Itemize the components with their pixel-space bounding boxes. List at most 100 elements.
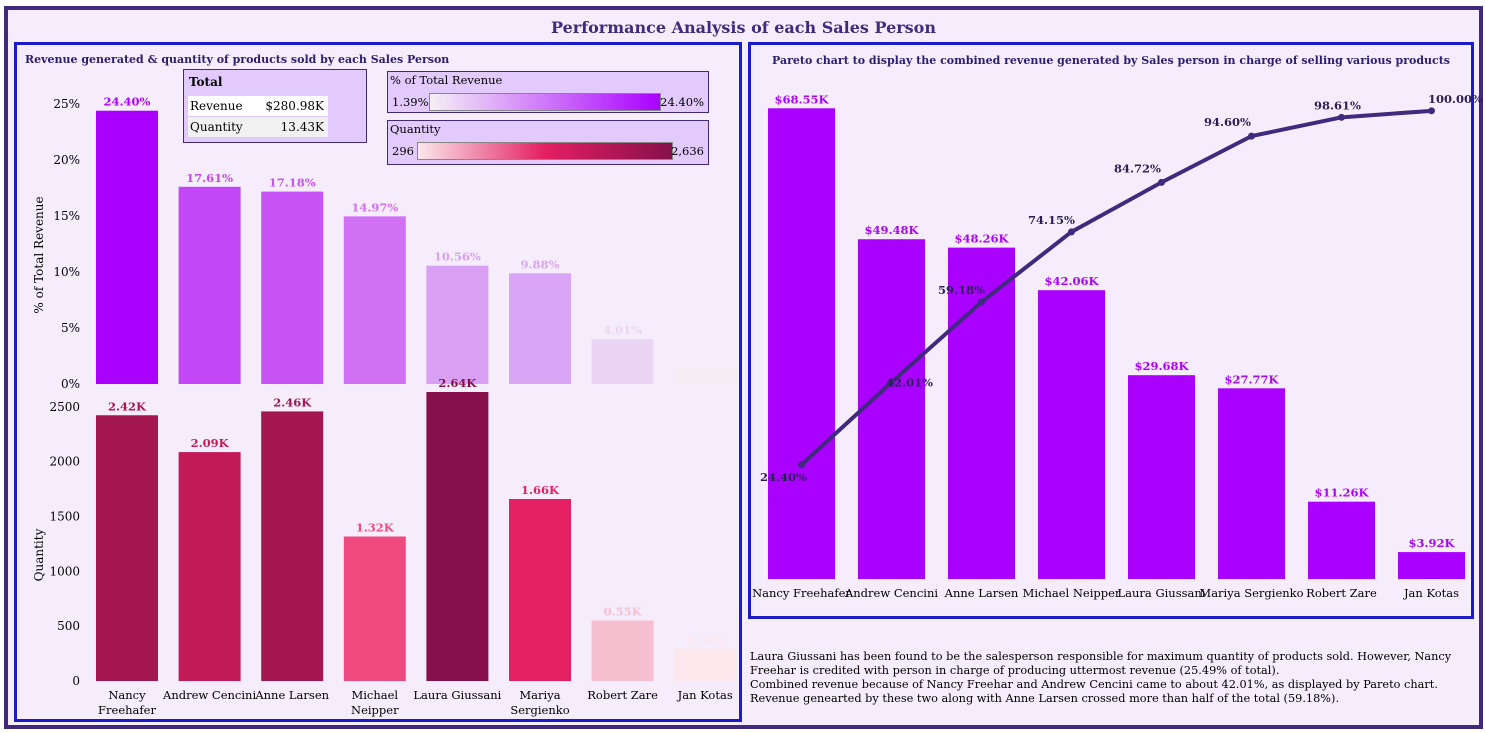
quantity-color-legend: Quantity 296 2,636 bbox=[387, 120, 709, 165]
pareto-bar-jan-kotas bbox=[1398, 552, 1465, 579]
right-panel: Pareto chart to display the combined rev… bbox=[748, 42, 1483, 619]
left-panel-title: Revenue generated & quantity of products… bbox=[25, 53, 450, 66]
revenue-data-label: 14.97% bbox=[351, 200, 398, 214]
pareto-chart: $68.55K Nancy Freehafer $49.48K Andrew Cenc… bbox=[752, 92, 1483, 600]
revenue-legend-label: % of Total Revenue bbox=[390, 73, 503, 87]
category-label: Sergienko bbox=[510, 703, 569, 717]
pareto-bar-michael-neipper bbox=[1038, 290, 1105, 579]
revenue-ytick-label: 20% bbox=[53, 153, 80, 167]
pareto-category-label: Andrew Cencini bbox=[844, 586, 938, 600]
quantity-legend-gradient bbox=[417, 142, 673, 160]
cumulative-point bbox=[1338, 113, 1345, 121]
revenue-data-label: 17.61% bbox=[186, 171, 233, 185]
pareto-data-label: $29.68K bbox=[1134, 359, 1189, 373]
cumulative-percentage-label: 74.15% bbox=[1028, 213, 1075, 227]
revenue-data-label: 24.40% bbox=[104, 95, 151, 109]
category-label: Laura Giussani bbox=[413, 688, 501, 702]
revenue-data-label: 10.56% bbox=[434, 250, 481, 264]
pareto-title: Pareto chart to display the combined rev… bbox=[771, 54, 1451, 67]
dashboard-frame: Performance Analysis of each Sales Perso… bbox=[4, 6, 1483, 729]
revenue-ytick-label: 15% bbox=[53, 209, 80, 223]
totals-quantity-row: Quantity 13.43K bbox=[188, 117, 328, 137]
revenue-bar-michael-neipper bbox=[343, 216, 406, 384]
revenue-data-label: 9.88% bbox=[521, 257, 560, 271]
quantity-ytick-label: 2500 bbox=[49, 400, 80, 414]
commentary-paragraph-1: Laura Giussani has been found to be the … bbox=[750, 650, 1452, 677]
cumulative-point bbox=[1248, 132, 1255, 140]
totals-revenue-row: Revenue $280.98K bbox=[188, 96, 328, 116]
revenue-ytick-label: 0% bbox=[61, 377, 80, 391]
cumulative-point bbox=[888, 378, 895, 386]
revenue-bar-laura-giussani bbox=[426, 265, 489, 384]
quantity-data-label: 2.46K bbox=[273, 395, 312, 409]
cumulative-percentage-label: 100.00% bbox=[1428, 92, 1483, 106]
pareto-data-label: $49.48K bbox=[864, 223, 919, 237]
pareto-data-label: $48.26K bbox=[954, 232, 1009, 246]
pareto-category-label: Jan Kotas bbox=[1403, 586, 1459, 600]
quantity-y-axis-label: Quantity bbox=[32, 528, 46, 581]
category-label: Michael bbox=[351, 688, 398, 702]
quantity-bar-anne-larsen bbox=[261, 411, 324, 681]
revenue-bar-jan-kotas bbox=[674, 368, 737, 384]
cumulative-point bbox=[1068, 228, 1075, 236]
totals-card: Total Revenue $280.98K Quantity 13.43K bbox=[183, 69, 367, 143]
revenue-legend-gradient bbox=[429, 93, 661, 111]
quantity-ytick-label: 0 bbox=[72, 674, 80, 688]
quantity-data-label: 2.64K bbox=[438, 376, 477, 390]
quantity-ytick-label: 1500 bbox=[49, 510, 80, 524]
category-label: Nancy bbox=[108, 688, 146, 702]
quantity-bar-laura-giussani bbox=[426, 392, 489, 681]
quantity-ytick-label: 500 bbox=[57, 619, 80, 633]
revenue-bar-robert-zare bbox=[591, 339, 654, 384]
pareto-bar-mariya-sergienko bbox=[1218, 388, 1285, 579]
cumulative-percentage-label: 24.40% bbox=[760, 470, 807, 484]
quantity-data-label: 2.09K bbox=[191, 436, 230, 450]
cumulative-point bbox=[978, 298, 985, 306]
quantity-legend-min: 296 bbox=[392, 144, 414, 158]
pareto-bar-andrew-cencini bbox=[858, 239, 925, 579]
revenue-ytick-label: 10% bbox=[53, 265, 80, 279]
revenue-color-legend: % of Total Revenue 1.39% 24.40% bbox=[387, 71, 709, 113]
pareto-category-label: Robert Zare bbox=[1306, 586, 1377, 600]
totals-title: Total bbox=[189, 75, 223, 89]
cumulative-percentage-label: 59.18% bbox=[938, 283, 985, 297]
category-label: Freehafer bbox=[98, 703, 156, 717]
revenue-data-label: 17.18% bbox=[269, 176, 316, 190]
cumulative-point bbox=[798, 461, 805, 469]
quantity-legend-label: Quantity bbox=[390, 122, 441, 136]
cumulative-point bbox=[1158, 178, 1165, 186]
quantity-bar-michael-neipper bbox=[343, 536, 406, 681]
cumulative-percentage-label: 94.60% bbox=[1204, 115, 1251, 129]
quantity-data-label: 0.30K bbox=[686, 633, 725, 647]
pareto-data-label: $68.55K bbox=[774, 92, 829, 106]
cumulative-point bbox=[1428, 107, 1435, 115]
cumulative-percentage-line bbox=[800, 108, 1432, 467]
totals-quantity-label: Quantity bbox=[190, 120, 243, 134]
category-label: Robert Zare bbox=[587, 688, 658, 702]
revenue-ytick-label: 5% bbox=[61, 321, 80, 335]
quantity-ytick-label: 2000 bbox=[49, 455, 80, 469]
quantity-bar-andrew-cencini bbox=[178, 452, 241, 681]
pareto-bar-laura-giussani bbox=[1128, 375, 1195, 579]
page-title: Performance Analysis of each Sales Perso… bbox=[551, 18, 936, 37]
revenue-bar-anne-larsen bbox=[261, 191, 324, 384]
revenue-bar-mariya-sergienko bbox=[509, 273, 571, 384]
quantity-data-label: 2.42K bbox=[108, 399, 147, 413]
pareto-category-label: Anne Larsen bbox=[944, 586, 1019, 600]
pareto-data-label: $27.77K bbox=[1224, 372, 1279, 386]
category-label: Mariya bbox=[519, 688, 560, 702]
pareto-category-label: Michael Neipper bbox=[1023, 586, 1121, 600]
revenue-ytick-label: 25% bbox=[53, 97, 80, 111]
revenue-data-label: 4.01% bbox=[603, 323, 642, 337]
category-label: Anne Larsen bbox=[254, 688, 329, 702]
quantity-bar-mariya-sergienko bbox=[509, 499, 571, 681]
pareto-data-label: $42.06K bbox=[1044, 274, 1099, 288]
cumulative-percentage-label: 42.01% bbox=[886, 375, 933, 389]
totals-quantity-value: 13.43K bbox=[280, 120, 324, 134]
category-label: Neipper bbox=[351, 703, 399, 717]
pareto-data-label: $3.92K bbox=[1408, 536, 1455, 550]
pareto-bar-anne-larsen bbox=[948, 247, 1015, 579]
cumulative-percentage-label: 98.61% bbox=[1314, 98, 1361, 112]
category-label: Andrew Cencini bbox=[162, 688, 256, 702]
cumulative-percentage-label: 84.72% bbox=[1114, 161, 1161, 175]
